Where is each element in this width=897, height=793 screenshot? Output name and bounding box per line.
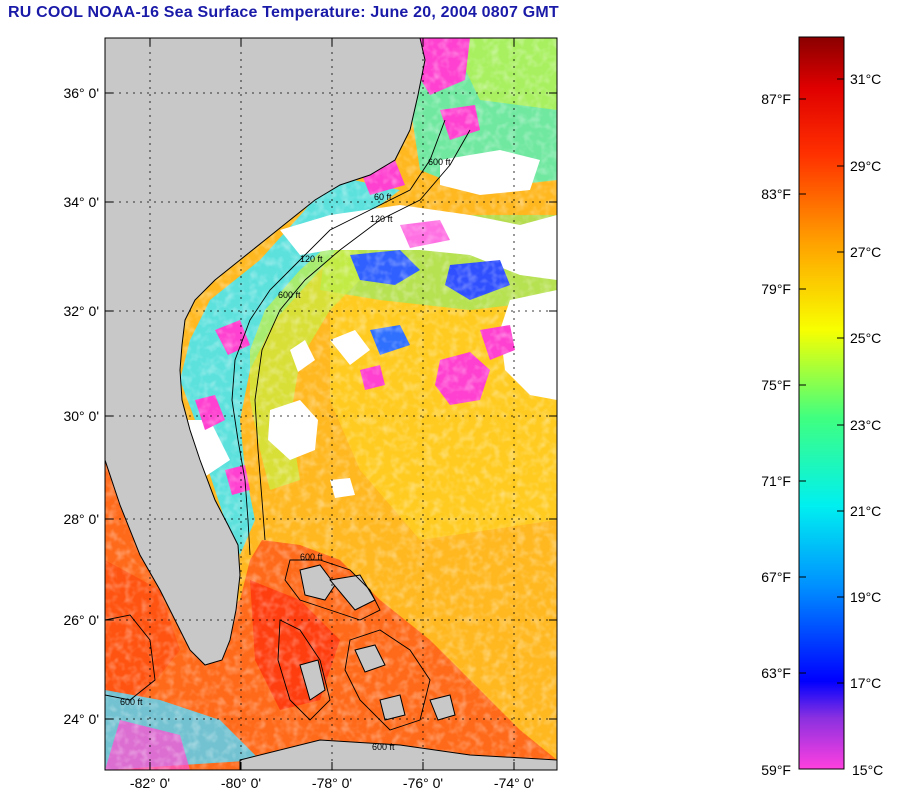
map-frame <box>104 37 558 771</box>
f-label: 83°F <box>761 186 791 202</box>
f-label: 75°F <box>761 377 791 393</box>
lat-label: 36° 0' <box>63 85 99 101</box>
c-label: 19°C <box>850 589 881 605</box>
colorbar-ticks <box>799 78 844 684</box>
bathymetry-contours <box>105 119 471 731</box>
fahrenheit-labels: 87°F 83°F 79°F 75°F 71°F 67°F 63°F 59°F <box>761 91 791 778</box>
contour-label: 600 ft <box>300 552 323 562</box>
c-label: 23°C <box>850 417 881 433</box>
axis-ticks <box>105 38 557 770</box>
c-label: 15°C <box>852 762 883 778</box>
contour-label: 600 ft <box>372 742 395 752</box>
lat-label: 24° 0' <box>63 711 99 727</box>
longitude-labels: -82° 0' -80° 0' -78° 0' -76° 0' -74° 0' <box>130 775 534 791</box>
lat-label: 28° 0' <box>63 511 99 527</box>
contour-labels: 60 ft 120 ft 600 ft 600 ft 120 ft 600 ft… <box>120 157 451 752</box>
colorbar-gradient <box>798 36 845 770</box>
southeast-us-land <box>105 38 426 666</box>
f-label: 67°F <box>761 569 791 585</box>
f-label: 87°F <box>761 91 791 107</box>
c-label: 27°C <box>850 244 881 260</box>
c-label: 17°C <box>850 675 881 691</box>
lat-label: 32° 0' <box>63 303 99 319</box>
cuba-land <box>239 739 557 770</box>
c-label: 29°C <box>850 158 881 174</box>
lat-label: 26° 0' <box>63 612 99 628</box>
contour-label: 600 ft <box>428 157 451 167</box>
lat-label: 34° 0' <box>63 194 99 210</box>
contour-label: 60 ft <box>374 192 392 202</box>
f-label: 63°F <box>761 665 791 681</box>
sst-map[interactable] <box>105 38 557 770</box>
contour-label: 120 ft <box>370 214 393 224</box>
lon-label: -78° 0' <box>312 775 352 791</box>
f-label: 59°F <box>761 762 791 778</box>
lon-label: -76° 0' <box>403 775 443 791</box>
contour-label: 120 ft <box>300 254 323 264</box>
lon-label: -74° 0' <box>494 775 534 791</box>
latitude-labels: 36° 0' 34° 0' 32° 0' 30° 0' 28° 0' 26° 0… <box>63 85 99 727</box>
contour-label: 600 ft <box>120 697 143 707</box>
c-label: 21°C <box>850 503 881 519</box>
lon-label: -80° 0' <box>221 775 261 791</box>
lat-label: 30° 0' <box>63 408 99 424</box>
map-gridlines <box>105 38 557 770</box>
f-label: 79°F <box>761 281 791 297</box>
lon-label: -82° 0' <box>130 775 170 791</box>
map-title: RU COOL NOAA-16 Sea Surface Temperature:… <box>8 4 559 21</box>
c-label: 31°C <box>850 71 881 87</box>
temperature-colorbar: 87°F 83°F 79°F 75°F 71°F 67°F 63°F 59°F … <box>761 36 883 778</box>
f-label: 71°F <box>761 473 791 489</box>
c-label: 25°C <box>850 330 881 346</box>
celsius-labels: 31°C 29°C 27°C 25°C 23°C 21°C 19°C 17°C … <box>850 71 883 778</box>
contour-label: 600 ft <box>278 290 301 300</box>
